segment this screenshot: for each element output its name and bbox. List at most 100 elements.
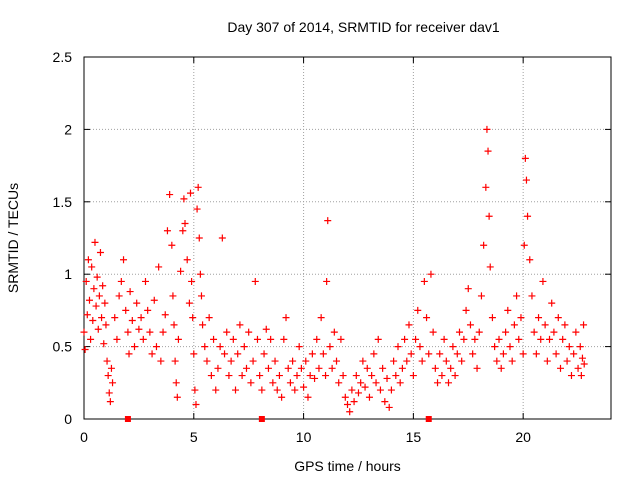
- data-point: [528, 292, 536, 300]
- data-point: [385, 403, 393, 411]
- data-point: [407, 350, 415, 358]
- data-point: [95, 292, 103, 300]
- data-point: [258, 386, 266, 394]
- data-point: [348, 386, 356, 394]
- data-point: [493, 357, 501, 365]
- data-point: [445, 379, 453, 387]
- data-point: [475, 328, 483, 336]
- data-point: [150, 296, 158, 304]
- data-point: [524, 212, 532, 220]
- data-point: [106, 398, 114, 406]
- data-point: [427, 270, 435, 278]
- data-point: [359, 357, 367, 365]
- data-point: [111, 314, 119, 322]
- data-point: [383, 374, 391, 382]
- data-point: [179, 227, 187, 235]
- data-point: [390, 357, 398, 365]
- axis-ticks: [83, 56, 611, 420]
- data-point: [521, 154, 529, 162]
- data-point: [218, 234, 226, 242]
- data-point: [462, 306, 470, 314]
- data-point: [144, 306, 152, 314]
- data-point: [163, 227, 171, 235]
- marker-square: [258, 416, 265, 422]
- data-point: [210, 335, 218, 343]
- data-point: [297, 364, 305, 372]
- data-point: [169, 292, 177, 300]
- data-point: [96, 248, 104, 256]
- data-point: [107, 364, 115, 372]
- data-point: [180, 195, 188, 203]
- data-point: [515, 335, 523, 343]
- data-point: [83, 311, 91, 319]
- data-point: [539, 277, 547, 285]
- data-point: [455, 328, 463, 336]
- data-point: [431, 364, 439, 372]
- data-point: [580, 321, 588, 329]
- data-point: [245, 328, 253, 336]
- data-point: [166, 191, 174, 199]
- data-point: [471, 335, 479, 343]
- data-point: [317, 314, 325, 322]
- data-point: [85, 296, 93, 304]
- data-point: [293, 372, 301, 380]
- data-point: [464, 285, 472, 293]
- data-point: [133, 299, 141, 307]
- data-point: [308, 350, 316, 358]
- data-point: [221, 350, 229, 358]
- data-point: [102, 321, 110, 329]
- data-point: [90, 285, 98, 293]
- data-point: [451, 372, 459, 380]
- data-point: [574, 364, 582, 372]
- data-point: [352, 372, 360, 380]
- data-point: [139, 335, 147, 343]
- chart-title: Day 307 of 2014, SRMTID for receiver dav…: [227, 19, 500, 35]
- data-point: [146, 328, 154, 336]
- data-point: [82, 277, 90, 285]
- data-point: [330, 328, 338, 336]
- data-point: [94, 325, 102, 333]
- plot-area-frame: [83, 56, 612, 420]
- data-point: [537, 335, 545, 343]
- data-point: [570, 350, 578, 358]
- data-point: [87, 335, 95, 343]
- data-point: [89, 317, 97, 325]
- data-point: [577, 372, 585, 380]
- y-axis-label: SRMTID / TECUs: [5, 183, 21, 293]
- data-point: [193, 205, 201, 213]
- data-point: [159, 328, 167, 336]
- data-point: [401, 335, 409, 343]
- data-point: [370, 350, 378, 358]
- data-point: [324, 217, 332, 225]
- data-point: [453, 350, 461, 358]
- data-point: [232, 386, 240, 394]
- data-point: [323, 277, 331, 285]
- data-point: [99, 282, 107, 290]
- data-point: [225, 372, 233, 380]
- data-point: [103, 357, 111, 365]
- data-point: [365, 393, 373, 401]
- y-tick-label: 2.5: [53, 49, 73, 65]
- data-point: [238, 372, 246, 380]
- data-point: [195, 234, 203, 242]
- data-point: [508, 357, 516, 365]
- data-point: [495, 335, 503, 343]
- data-point: [414, 306, 422, 314]
- data-point: [183, 256, 191, 264]
- marker-square: [425, 416, 432, 422]
- data-point: [580, 360, 588, 368]
- data-point: [473, 364, 481, 372]
- data-point: [486, 263, 494, 271]
- data-point: [120, 256, 128, 264]
- data-point: [199, 321, 207, 329]
- axis-tick-labels: 0 5 10 15 20 0 0.5 1 1.5 2 2.5: [53, 49, 532, 445]
- data-point: [572, 328, 580, 336]
- data-point: [425, 350, 433, 358]
- data-point: [396, 379, 404, 387]
- data-point: [416, 343, 424, 351]
- data-point: [535, 314, 543, 322]
- data-point: [526, 256, 534, 264]
- data-point: [510, 321, 518, 329]
- data-point: [280, 335, 288, 343]
- data-point: [289, 357, 297, 365]
